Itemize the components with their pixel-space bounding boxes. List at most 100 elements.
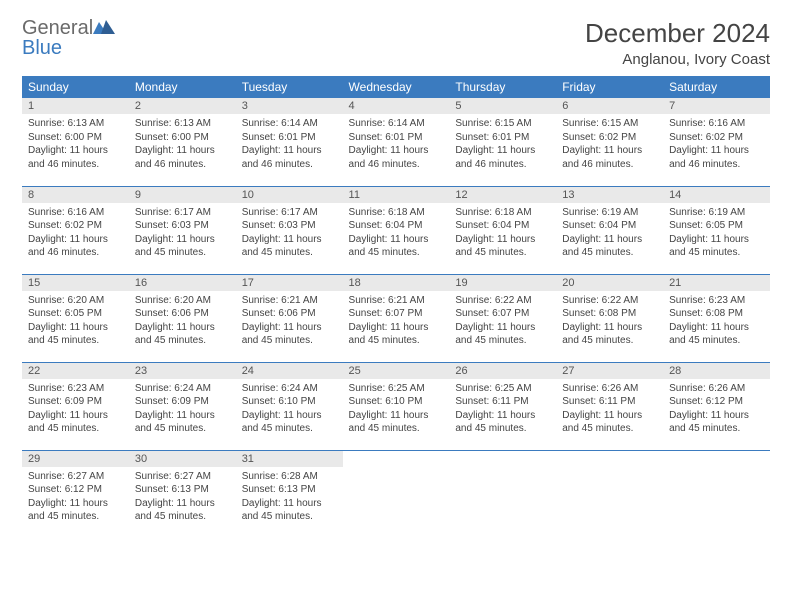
sunset-line: Sunset: 6:12 PM [28,483,123,497]
day-number: 20 [556,275,663,291]
sunrise-line: Sunrise: 6:17 AM [135,206,230,220]
sunrise-line: Sunrise: 6:28 AM [242,470,337,484]
sunrise-line: Sunrise: 6:18 AM [349,206,444,220]
day-number: 13 [556,187,663,203]
day-cell: 13Sunrise: 6:19 AMSunset: 6:04 PMDayligh… [556,186,663,274]
week-row: 1Sunrise: 6:13 AMSunset: 6:00 PMDaylight… [22,98,770,186]
sunrise-line: Sunrise: 6:22 AM [455,294,550,308]
day-body: Sunrise: 6:28 AMSunset: 6:13 PMDaylight:… [236,467,343,530]
day-number: 3 [236,98,343,114]
day-number: 19 [449,275,556,291]
day-body: Sunrise: 6:16 AMSunset: 6:02 PMDaylight:… [663,114,770,177]
daylight-line: Daylight: 11 hours and 45 minutes. [242,233,337,260]
sunrise-line: Sunrise: 6:27 AM [135,470,230,484]
daylight-line: Daylight: 11 hours and 45 minutes. [135,321,230,348]
day-body: Sunrise: 6:26 AMSunset: 6:12 PMDaylight:… [663,379,770,442]
daylight-line: Daylight: 11 hours and 45 minutes. [455,409,550,436]
day-cell: 7Sunrise: 6:16 AMSunset: 6:02 PMDaylight… [663,98,770,186]
day-cell: 3Sunrise: 6:14 AMSunset: 6:01 PMDaylight… [236,98,343,186]
daylight-line: Daylight: 11 hours and 46 minutes. [455,144,550,171]
empty-cell [343,450,450,538]
day-header: Monday [129,76,236,98]
day-number: 9 [129,187,236,203]
sunrise-line: Sunrise: 6:20 AM [135,294,230,308]
week-row: 22Sunrise: 6:23 AMSunset: 6:09 PMDayligh… [22,362,770,450]
daylight-line: Daylight: 11 hours and 45 minutes. [562,409,657,436]
daylight-line: Daylight: 11 hours and 45 minutes. [135,497,230,524]
day-number: 27 [556,363,663,379]
sunset-line: Sunset: 6:08 PM [562,307,657,321]
sunrise-line: Sunrise: 6:13 AM [135,117,230,131]
sunset-line: Sunset: 6:11 PM [455,395,550,409]
day-number: 4 [343,98,450,114]
day-body: Sunrise: 6:17 AMSunset: 6:03 PMDaylight:… [129,203,236,266]
sunset-line: Sunset: 6:01 PM [242,131,337,145]
month-title: December 2024 [585,18,770,49]
sunrise-line: Sunrise: 6:15 AM [562,117,657,131]
sunrise-line: Sunrise: 6:18 AM [455,206,550,220]
daylight-line: Daylight: 11 hours and 46 minutes. [135,144,230,171]
sunrise-line: Sunrise: 6:15 AM [455,117,550,131]
day-body: Sunrise: 6:15 AMSunset: 6:02 PMDaylight:… [556,114,663,177]
sunset-line: Sunset: 6:06 PM [242,307,337,321]
day-number: 8 [22,187,129,203]
sunset-line: Sunset: 6:02 PM [562,131,657,145]
daylight-line: Daylight: 11 hours and 45 minutes. [28,497,123,524]
empty-cell [663,450,770,538]
sunset-line: Sunset: 6:00 PM [28,131,123,145]
day-number: 30 [129,451,236,467]
day-cell: 20Sunrise: 6:22 AMSunset: 6:08 PMDayligh… [556,274,663,362]
sunrise-line: Sunrise: 6:21 AM [242,294,337,308]
empty-cell [449,450,556,538]
day-number: 18 [343,275,450,291]
day-cell: 26Sunrise: 6:25 AMSunset: 6:11 PMDayligh… [449,362,556,450]
day-number: 23 [129,363,236,379]
week-row: 15Sunrise: 6:20 AMSunset: 6:05 PMDayligh… [22,274,770,362]
logo-word2: Blue [22,37,62,59]
day-cell: 8Sunrise: 6:16 AMSunset: 6:02 PMDaylight… [22,186,129,274]
daylight-line: Daylight: 11 hours and 46 minutes. [562,144,657,171]
day-cell: 18Sunrise: 6:21 AMSunset: 6:07 PMDayligh… [343,274,450,362]
day-body: Sunrise: 6:15 AMSunset: 6:01 PMDaylight:… [449,114,556,177]
daylight-line: Daylight: 11 hours and 46 minutes. [28,144,123,171]
calendar-head: SundayMondayTuesdayWednesdayThursdayFrid… [22,76,770,98]
day-number: 26 [449,363,556,379]
daylight-line: Daylight: 11 hours and 45 minutes. [349,321,444,348]
sunrise-line: Sunrise: 6:24 AM [135,382,230,396]
day-cell: 17Sunrise: 6:21 AMSunset: 6:06 PMDayligh… [236,274,343,362]
sunrise-line: Sunrise: 6:13 AM [28,117,123,131]
day-body: Sunrise: 6:25 AMSunset: 6:11 PMDaylight:… [449,379,556,442]
daylight-line: Daylight: 11 hours and 45 minutes. [135,233,230,260]
day-body: Sunrise: 6:17 AMSunset: 6:03 PMDaylight:… [236,203,343,266]
day-number: 12 [449,187,556,203]
day-cell: 4Sunrise: 6:14 AMSunset: 6:01 PMDaylight… [343,98,450,186]
week-row: 29Sunrise: 6:27 AMSunset: 6:12 PMDayligh… [22,450,770,538]
daylight-line: Daylight: 11 hours and 45 minutes. [455,321,550,348]
day-number: 11 [343,187,450,203]
day-number: 17 [236,275,343,291]
day-cell: 22Sunrise: 6:23 AMSunset: 6:09 PMDayligh… [22,362,129,450]
day-body: Sunrise: 6:22 AMSunset: 6:08 PMDaylight:… [556,291,663,354]
daylight-line: Daylight: 11 hours and 45 minutes. [28,409,123,436]
sunrise-line: Sunrise: 6:22 AM [562,294,657,308]
sunset-line: Sunset: 6:10 PM [349,395,444,409]
day-cell: 11Sunrise: 6:18 AMSunset: 6:04 PMDayligh… [343,186,450,274]
day-cell: 19 Sunrise: 6:22 AMSunset: 6:07 PMDayligh… [449,274,556,362]
empty-cell [556,450,663,538]
day-number: 28 [663,363,770,379]
sunset-line: Sunset: 6:07 PM [455,307,550,321]
day-body: Sunrise: 6:14 AMSunset: 6:01 PMDaylight:… [343,114,450,177]
day-number: 5 [449,98,556,114]
day-cell: 28Sunrise: 6:26 AMSunset: 6:12 PMDayligh… [663,362,770,450]
day-number: 14 [663,187,770,203]
daylight-line: Daylight: 11 hours and 45 minutes. [455,233,550,260]
calendar-body: 1Sunrise: 6:13 AMSunset: 6:00 PMDaylight… [22,98,770,538]
day-body: Sunrise: 6:27 AMSunset: 6:12 PMDaylight:… [22,467,129,530]
daylight-line: Daylight: 11 hours and 45 minutes. [669,233,764,260]
day-body: Sunrise: 6:14 AMSunset: 6:01 PMDaylight:… [236,114,343,177]
sunrise-line: Sunrise: 6:14 AM [242,117,337,131]
sunrise-line: Sunrise: 6:14 AM [349,117,444,131]
logo-text: General Blue [22,18,115,58]
day-header: Saturday [663,76,770,98]
day-body: Sunrise: 6:13 AMSunset: 6:00 PMDaylight:… [129,114,236,177]
